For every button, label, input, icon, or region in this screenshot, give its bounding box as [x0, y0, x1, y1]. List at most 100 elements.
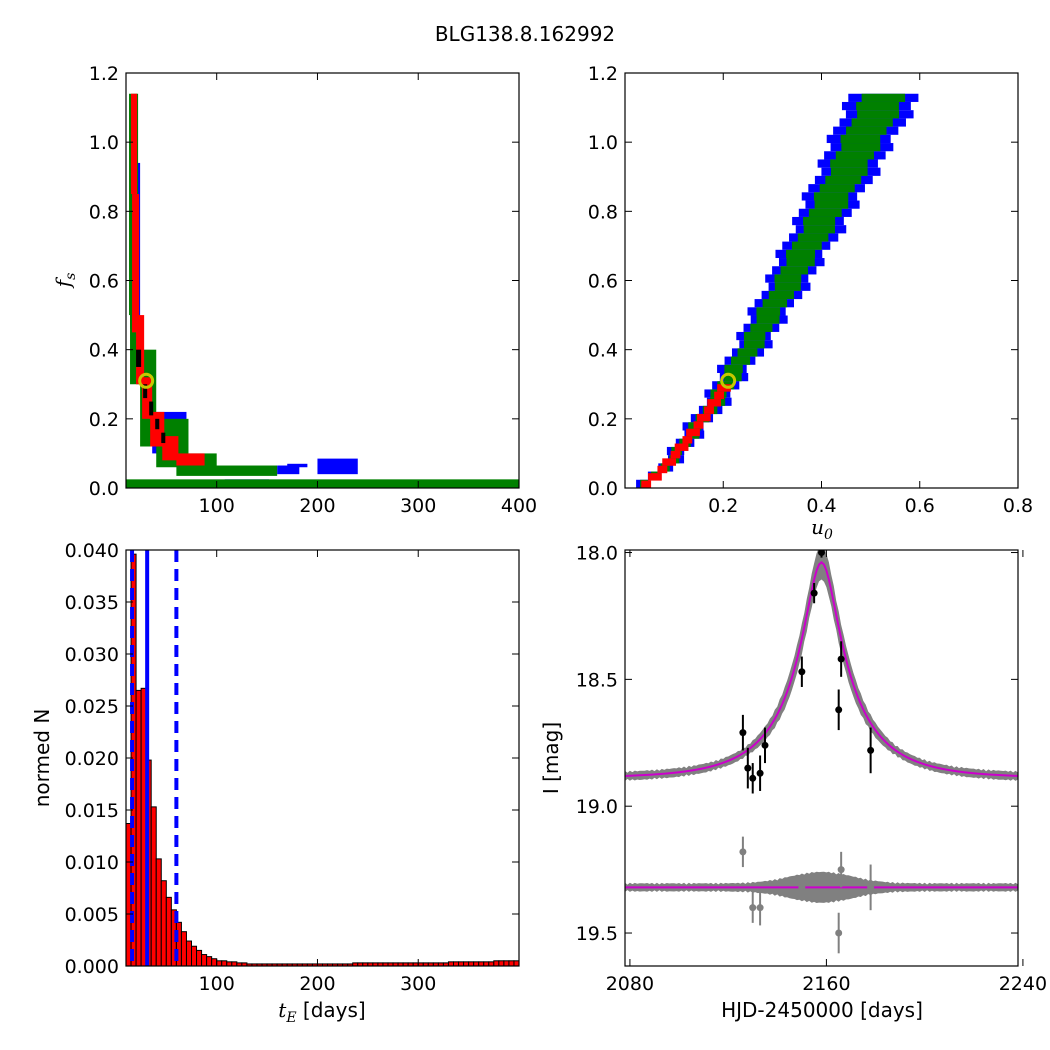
histogram-bar	[221, 960, 228, 967]
heatmap-cell-middle	[814, 200, 849, 209]
heatmap-cell-middle	[851, 118, 893, 127]
heatmap-cell-best	[136, 349, 142, 367]
p2-ytick-label: 0.020	[65, 748, 119, 770]
heatmap-cell-outer	[287, 463, 308, 468]
p0-ytick-label: 1.0	[89, 132, 119, 154]
best-fit-marker	[138, 372, 155, 389]
p0-xtick-label: 400	[501, 495, 537, 517]
residual-point	[835, 929, 843, 937]
p1-xlabel: u0	[811, 515, 833, 543]
residual-point	[798, 883, 806, 891]
heatmap-cell-middle	[130, 315, 141, 385]
heatmap-cell-inner	[657, 465, 668, 474]
p2-ytick-label: 0.030	[65, 644, 119, 666]
p1-ytick-label: 1.0	[588, 132, 618, 154]
heatmap-cell-middle	[861, 93, 906, 102]
histogram-bar	[447, 961, 455, 967]
p2-xlabel: tE [days]	[278, 998, 365, 1026]
heatmap-cell-inner	[693, 421, 704, 429]
histogram-bar	[458, 961, 465, 967]
p2-ylabel: normed N	[30, 709, 54, 808]
histogram-bar	[498, 960, 505, 967]
p0-ytick-label: 0.0	[89, 478, 119, 500]
p3-ytick-label: 18.0	[576, 543, 618, 565]
data-point	[810, 589, 818, 597]
p2-xtick-label: 300	[400, 973, 436, 995]
data-point	[744, 764, 752, 772]
p1-ytick-label: 0.8	[588, 201, 618, 223]
histogram-bar	[196, 949, 203, 967]
figure-title: BLG138.8.162992	[435, 22, 615, 46]
fs-vs-te-panel: 100 200 300 400 0.0 0.2 0.4 0.6 0.8 1.0 1.2 fs	[51, 63, 537, 517]
histogram-bar	[206, 956, 213, 967]
histogram-bar	[211, 958, 218, 967]
histogram-bar	[226, 961, 233, 967]
heatmap-cell-inner	[662, 458, 677, 466]
heatmap-cell-inner	[717, 384, 731, 392]
heatmap-cell-middle	[743, 331, 766, 341]
heatmap-cell-middle	[126, 479, 519, 488]
p1-xtick-label: 0.2	[708, 495, 738, 517]
heatmap-cell-middle	[724, 364, 743, 374]
histogram-bar	[488, 961, 495, 967]
p0-xtick-label: 200	[299, 495, 335, 517]
p1-xtick-label: 0.4	[806, 495, 836, 517]
heatmap-cell-inner	[696, 413, 711, 422]
p3-ytick-label: 19.0	[576, 796, 618, 818]
heatmap-cell-middle	[797, 233, 829, 242]
heatmap-cell-middle	[756, 315, 780, 324]
p0-frame	[125, 72, 520, 489]
best-fit-marker	[720, 372, 737, 389]
p1-xtick-label: 0.8	[1003, 495, 1033, 517]
heatmap-cell-middle	[840, 134, 881, 144]
residual-point	[756, 904, 764, 912]
histogram-bar	[160, 880, 167, 967]
te-histogram-panel: 100 200 300 0.000 0.005 0.010 0.015 0.020 0.025 0…	[30, 540, 520, 1026]
data-point	[749, 774, 757, 782]
p0-ytick-label: 0.6	[89, 271, 119, 293]
heatmap-cell-middle	[774, 274, 802, 283]
heatmap-cells	[126, 93, 519, 488]
histogram-bar	[473, 961, 480, 967]
p2-xtick-label: 100	[199, 973, 235, 995]
histogram-bar	[513, 960, 520, 967]
heatmap-cell-middle	[756, 307, 781, 316]
heatmap-cell-middle	[808, 208, 842, 217]
p2-ytick-label: 0.015	[65, 800, 119, 822]
p2-ytick-label: 0.035	[65, 592, 119, 614]
heatmap-cell-middle	[791, 241, 822, 250]
p2-frame	[125, 549, 520, 967]
heatmap-cells	[636, 93, 919, 488]
p2-ytick-label: 0.025	[65, 696, 119, 718]
heatmap-cell-best	[161, 432, 166, 444]
histogram-bar	[478, 961, 485, 967]
p2-ytick-label: 0.005	[65, 904, 119, 926]
histogram-bar	[135, 689, 142, 967]
p1-ytick-label: 0.6	[588, 271, 618, 293]
heatmap-cell-middle	[803, 216, 836, 226]
heatmap-cell-inner	[132, 194, 140, 333]
heatmap-cell-middle	[846, 126, 887, 135]
heatmap-cell-inner	[648, 473, 662, 481]
p1-ytick-label: 0.0	[588, 478, 618, 500]
histogram-bar	[201, 954, 208, 967]
p3-xtick-label: 2240	[999, 973, 1047, 995]
histogram-bar	[185, 940, 192, 967]
heatmap-cell-inner	[670, 450, 681, 459]
p3-xtick-label: 2160	[802, 973, 850, 995]
residual-point	[749, 904, 757, 912]
histogram-bar	[493, 960, 500, 967]
p3-ytick-label: 18.5	[576, 669, 618, 691]
heatmap-cell-middle	[857, 110, 900, 119]
heatmap-cell-inner	[686, 428, 700, 437]
heatmap-cell-middle	[730, 356, 751, 365]
p1-frame	[624, 72, 1019, 489]
histogram-bar	[453, 961, 460, 967]
data-point	[761, 741, 769, 749]
histogram-bar	[165, 896, 172, 967]
residual-point	[739, 848, 747, 856]
heatmap-cell-middle	[813, 192, 849, 201]
heatmap-cell-inner	[707, 399, 721, 407]
heatmap-cell-middle	[786, 258, 815, 267]
